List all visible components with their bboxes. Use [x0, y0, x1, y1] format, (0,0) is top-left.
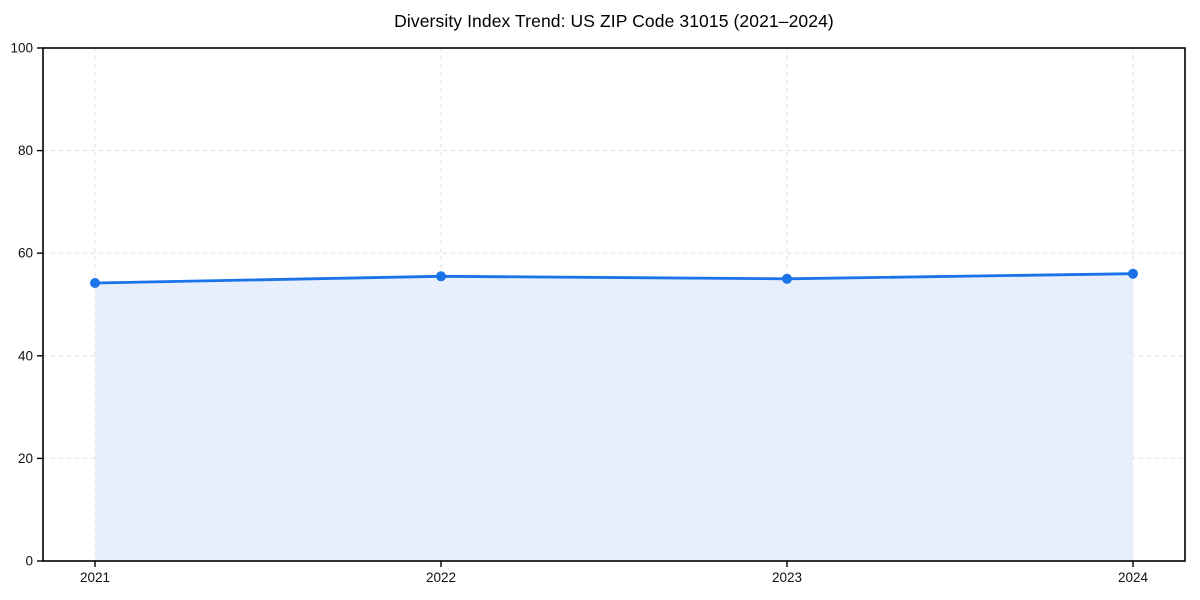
x-tick-label: 2022: [426, 570, 456, 585]
data-point-marker: [436, 271, 446, 282]
y-tick-label: 80: [18, 143, 33, 158]
area-fill: [95, 273, 1133, 561]
y-tick-label: 0: [25, 554, 33, 569]
chart-title: Diversity Index Trend: US ZIP Code 31015…: [394, 11, 834, 31]
data-point-marker: [90, 278, 100, 288]
y-tick-label: 40: [18, 348, 33, 363]
data-point-marker: [1128, 268, 1138, 279]
y-tick-label: 20: [18, 451, 33, 466]
trend-line: [93, 272, 1135, 285]
x-tick-label: 2024: [1118, 570, 1149, 585]
data-point-marker: [782, 273, 792, 284]
x-tick-label: 2023: [772, 570, 802, 585]
y-tick-label: 60: [18, 246, 33, 261]
plot-border: [42, 47, 1186, 562]
y-tick-label: 100: [10, 41, 33, 56]
x-tick-label: 2021: [80, 570, 110, 585]
